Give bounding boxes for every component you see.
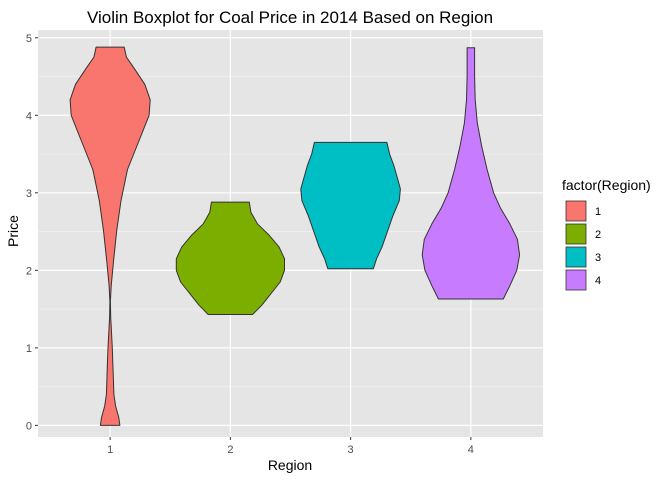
x-tick-label: 4 <box>468 444 474 456</box>
legend-title: factor(Region) <box>562 177 651 193</box>
violin-region-2 <box>175 201 285 315</box>
y-tick-label: 2 <box>26 265 32 277</box>
x-tick-label: 1 <box>107 444 113 456</box>
y-tick-label: 5 <box>26 33 32 45</box>
violin-region-1 <box>69 46 151 426</box>
x-tick-label: 2 <box>227 444 233 456</box>
chart-title: Violin Boxplot for Coal Price in 2014 Ba… <box>87 8 493 27</box>
legend-label-4: 4 <box>595 275 601 287</box>
y-tick-label: 0 <box>26 420 32 432</box>
legend-key-3 <box>565 246 587 268</box>
legend-label-3: 3 <box>595 252 601 264</box>
legend-key-2 <box>565 223 587 245</box>
y-tick-label: 1 <box>26 343 32 355</box>
legend: factor(Region) 1 2 3 4 <box>562 177 651 291</box>
y-tick-label: 3 <box>26 188 32 200</box>
x-axis-title: Region <box>268 457 312 473</box>
x-tick-label: 3 <box>348 444 354 456</box>
legend-key-4 <box>565 269 587 291</box>
legend-key-1 <box>565 200 587 222</box>
legend-label-1: 1 <box>595 206 601 218</box>
legend-label-2: 2 <box>595 229 601 241</box>
y-axis-title: Price <box>5 215 21 247</box>
violin-region-3 <box>300 141 401 270</box>
violin-region-4 <box>421 47 521 300</box>
violins <box>69 46 521 426</box>
axes: 0 1 2 3 4 5 1 2 3 4 <box>26 33 474 456</box>
y-tick-label: 4 <box>26 110 32 122</box>
